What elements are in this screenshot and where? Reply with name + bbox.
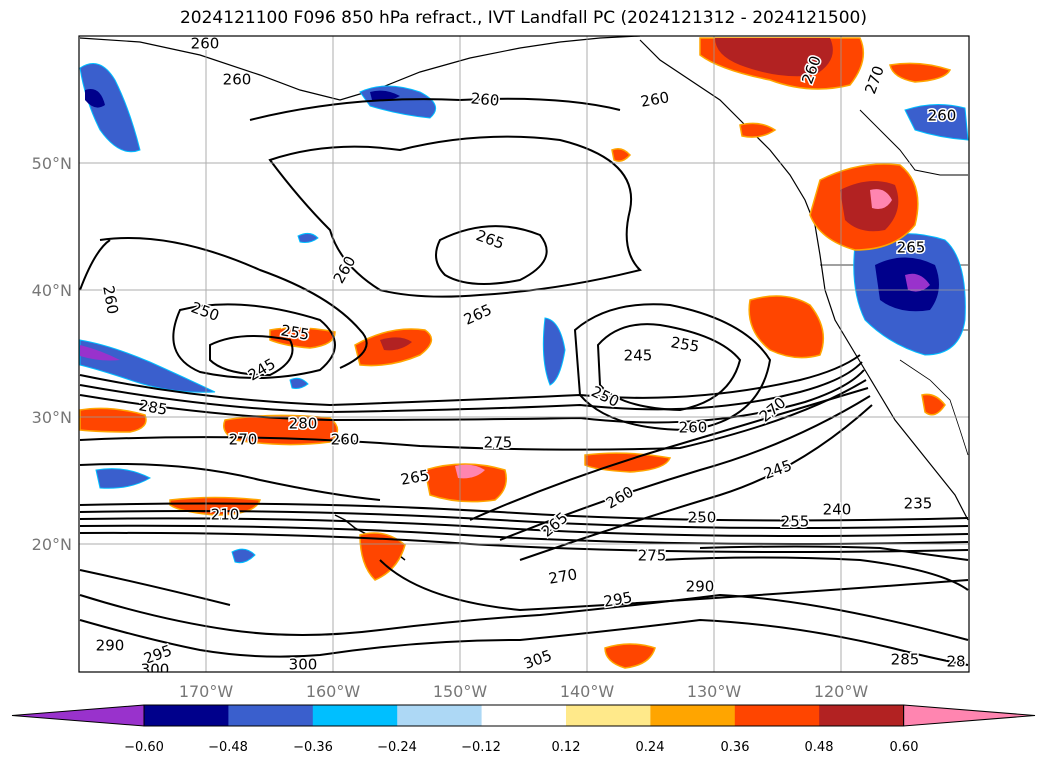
colorbar-bin — [650, 705, 736, 726]
colorbar-bin — [312, 705, 398, 726]
lon-label: 140°W — [560, 682, 615, 701]
contour-label: 260 — [470, 89, 500, 109]
contour-label: 280 — [289, 415, 318, 433]
longitude-labels: 170°W 160°W 150°W 140°W 130°W 120°W — [179, 682, 869, 701]
contour-label: 260 — [928, 107, 957, 125]
colorbar-tick: 0.12 — [552, 740, 581, 755]
anomaly-blob — [455, 464, 485, 479]
anomaly-blob — [80, 345, 120, 361]
contour-label: 290 — [686, 578, 715, 596]
colorbar-tick: 0.48 — [805, 740, 834, 755]
colorbar-tick: −0.48 — [208, 740, 248, 755]
contour-label: 270 — [547, 565, 578, 588]
refractivity-contours — [79, 97, 969, 666]
contour-label: 28 — [946, 653, 965, 671]
lon-label: 170°W — [179, 682, 234, 701]
colorbar-bin — [397, 705, 483, 726]
contour-label: 240 — [823, 501, 852, 519]
colorbar-tick: −0.60 — [124, 740, 164, 755]
anomaly-blob — [79, 339, 216, 393]
contour-label: 245 — [624, 347, 653, 365]
lat-label: 30°N — [32, 408, 72, 427]
colorbar-frame — [143, 704, 905, 727]
colorbar-tick-labels: −0.60 −0.48 −0.36 −0.24 −0.12 0.12 0.24 … — [124, 740, 918, 755]
contour-label: 275 — [484, 434, 513, 452]
lon-label: 150°W — [433, 682, 488, 701]
lat-label: 40°N — [32, 281, 72, 300]
colorbar-bin — [228, 705, 314, 726]
contour-label: 260 — [191, 35, 220, 53]
contour-label: 275 — [484, 434, 513, 452]
colorbar-bin — [481, 705, 567, 726]
graticule — [79, 36, 969, 672]
colorbar — [11, 704, 1036, 727]
contour-label: 300 — [141, 661, 170, 679]
anomaly-blob — [921, 393, 946, 416]
lon-label: 160°W — [306, 682, 361, 701]
anomaly-blob — [380, 337, 412, 351]
contour-label: 285 — [891, 651, 920, 669]
anomaly-blob — [715, 38, 833, 77]
map-title: 2024121100 F096 850 hPa refract., IVT La… — [179, 8, 867, 28]
colorbar-tick: 0.24 — [636, 740, 665, 755]
anomaly-blob — [359, 532, 406, 581]
map-frame — [78, 35, 970, 673]
lon-label: 130°W — [687, 682, 742, 701]
anomaly-blob — [289, 377, 309, 389]
lon-label: 120°W — [814, 682, 869, 701]
lat-label: 50°N — [32, 154, 72, 173]
contour-label: 290 — [96, 637, 125, 655]
colorbar-tick: 0.36 — [721, 740, 750, 755]
contour-label: 250 — [688, 509, 717, 527]
anomaly-blob — [297, 232, 319, 243]
colorbar-extend-max — [903, 704, 1036, 727]
colorbar-tick: −0.36 — [293, 740, 333, 755]
anomaly-blob — [905, 273, 930, 292]
anomaly-blob — [95, 468, 152, 489]
colorbar-bin — [819, 705, 905, 726]
anomaly-blob — [269, 327, 336, 349]
colorbar-tick: −0.12 — [461, 740, 501, 755]
colorbar-bin — [566, 705, 651, 726]
colorbar-bin — [144, 705, 229, 726]
contour-label: 235 — [904, 495, 933, 513]
contour-label: 260 — [99, 284, 122, 315]
anomaly-blob — [231, 548, 256, 564]
contour-label: 265 — [897, 239, 926, 257]
colorbar-tick: 0.60 — [890, 740, 919, 755]
colorbar-bin — [734, 705, 820, 726]
contour-label: 275 — [638, 547, 667, 565]
anomaly-blob — [748, 295, 825, 359]
contour-label: 260 — [223, 71, 252, 89]
anomaly-blob — [739, 122, 777, 138]
anomaly-blob — [542, 317, 566, 386]
contour-label: 255 — [781, 513, 810, 531]
anomaly-blob — [870, 189, 892, 209]
anomaly-blob — [424, 463, 507, 503]
lat-label: 20°N — [32, 535, 72, 554]
anomaly-blob — [79, 407, 147, 433]
anomaly-blob — [79, 63, 141, 153]
anomaly-blob — [370, 90, 400, 101]
contour-label: 300 — [289, 656, 318, 674]
anomaly-blob — [889, 62, 952, 83]
anomaly-blob — [85, 89, 105, 108]
colorbar-extend-min — [11, 704, 145, 727]
anomaly-blob — [611, 148, 632, 162]
contour-label: 260 — [679, 419, 708, 437]
colorbar-tick: −0.24 — [377, 740, 417, 755]
latitude-labels: 50°N 40°N 30°N 20°N — [32, 154, 72, 554]
contour-label: 270 — [229, 431, 258, 449]
anomaly-blob — [604, 643, 656, 669]
contour-label: 210 — [211, 506, 240, 524]
contour-label: 260 — [331, 431, 360, 449]
anomaly-blob — [904, 104, 969, 141]
